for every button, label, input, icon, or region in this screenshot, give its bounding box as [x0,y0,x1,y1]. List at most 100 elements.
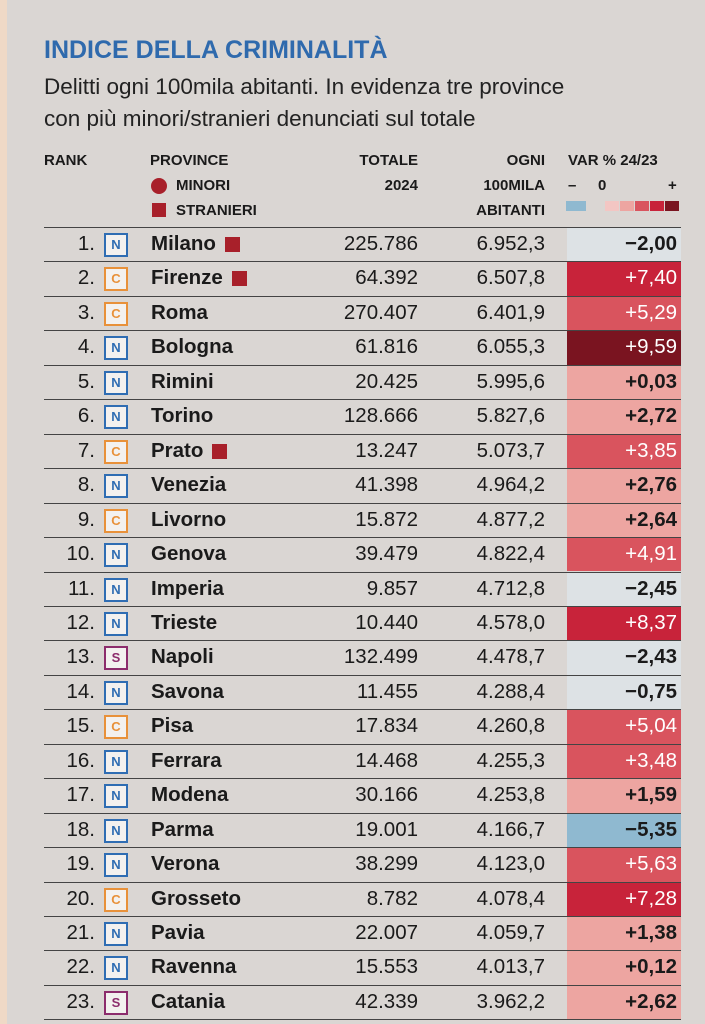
title: INDICE DELLA CRIMINALITÀ [44,36,388,64]
rank: 9. [77,507,95,531]
subtitle: Delitti ogni 100mila abitanti. In eviden… [44,74,565,99]
totale: 19.001 [355,817,418,841]
totale: 13.247 [355,438,418,462]
var: +5,63 [625,852,677,876]
area-badge: N [104,370,128,395]
col-header: RANK [44,152,88,169]
edge-strip [0,0,7,1024]
legend-minori: MINORI [176,177,231,194]
area-badge: S [104,646,128,671]
province: Venezia [151,473,227,497]
var: −2,43 [625,645,677,669]
ogni: 4.013,7 [476,955,545,979]
col-header: OGNI [506,152,545,169]
row-line [44,1019,681,1021]
province: Verona [151,852,220,876]
ogni: 4.578,0 [476,610,545,634]
var-cell [567,675,681,710]
ogni: 5.073,7 [476,438,545,462]
minori-icon [151,178,167,194]
rank: 2. [77,266,95,290]
row-line [44,916,681,917]
stranieri-marker [225,237,240,252]
row-line [44,330,681,332]
rank: 3. [77,300,95,324]
rank: 6. [77,404,95,428]
province: Imperia [151,576,224,600]
rank: 22. [66,955,96,979]
var: +8,37 [625,610,677,634]
area-badge: N [104,543,128,568]
var-cell [567,434,681,469]
area-badge: N [104,233,128,257]
row-line [44,433,681,435]
area-badge: C [104,267,128,292]
area-badge: C [104,715,128,740]
area-badge: N [104,611,128,636]
area-badge: C [104,508,128,533]
province: Firenze [151,266,223,290]
area-badge: N [104,818,128,843]
var-cell [567,951,681,985]
var: +4,91 [625,542,677,566]
area-badge: N [104,336,128,361]
province: Genova [151,542,227,566]
var: −2,45 [625,576,677,600]
var-cell [567,400,681,434]
totale: 38.299 [355,852,418,876]
scale-minus: – [568,177,577,194]
area-badge: C [104,887,128,912]
stranieri-icon [152,203,166,217]
totale: 8.782 [366,886,418,910]
totale: 10.440 [355,610,418,634]
var-cell [567,228,681,262]
totale: 14.468 [355,748,418,772]
var: +5,29 [625,300,677,324]
ogni: 6.952,3 [476,232,545,255]
row-line [44,571,681,573]
province: Savona [151,679,224,703]
rank: 16. [66,748,96,772]
row-line [44,605,681,607]
ogni: 4.255,3 [476,748,545,772]
var-cell [567,469,681,503]
scale-swatch [620,201,634,211]
ogni: 4.166,7 [476,817,545,841]
totale: 20.425 [355,369,418,393]
stranieri-marker [232,271,247,287]
ogni: 4.712,8 [476,576,545,600]
col-header: 100MILA [483,177,545,194]
var-cell [567,779,681,813]
area-badge: N [104,405,128,430]
row-line [44,812,681,814]
ogni: 4.964,2 [476,473,545,497]
totale: 9.857 [366,576,418,600]
province: Trieste [151,610,218,634]
province: Prato [151,438,204,462]
scale-swatch [665,201,679,211]
var-cell [567,710,681,744]
row-line [44,227,681,228]
area-badge: C [104,301,128,326]
var-cell [567,744,681,779]
province: Pisa [151,714,194,738]
row-line [44,468,681,470]
area-badge: N [104,784,128,809]
rank: 12. [66,610,96,634]
row-line [44,364,681,366]
row-line [44,399,681,401]
var-cell [567,296,681,331]
totale: 225.786 [343,232,418,255]
ogni: 4.253,8 [476,783,545,807]
scale-swatch [605,201,619,211]
scale-swatch [635,201,649,211]
province: Napoli [151,645,214,669]
var: +1,38 [625,921,677,944]
totale: 132.499 [343,645,418,669]
rank: 20. [66,886,96,910]
ogni: 4.260,8 [476,714,545,738]
ogni: 5.995,6 [476,369,545,393]
totale: 128.666 [343,404,418,428]
var: +5,04 [625,714,677,738]
